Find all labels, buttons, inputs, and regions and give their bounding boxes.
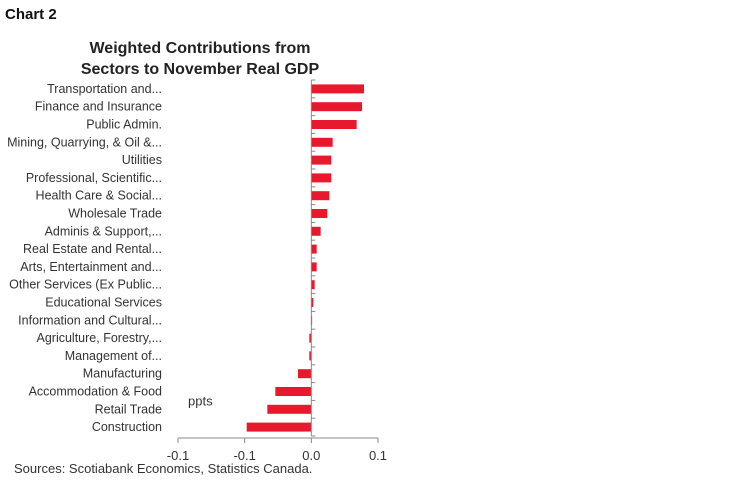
bar	[246, 422, 312, 432]
bar	[311, 191, 330, 201]
x-tick-label: -0.1	[167, 448, 189, 463]
bar	[298, 369, 312, 379]
category-label: Public Admin.	[86, 118, 162, 132]
bar	[311, 120, 357, 129]
category-label: Construction	[92, 420, 162, 434]
bar	[311, 155, 332, 165]
category-label: Transportation and...	[47, 82, 162, 96]
bar	[309, 351, 312, 361]
source-note: Sources: Scotiabank Economics, Statistic…	[14, 461, 313, 476]
bar	[311, 173, 332, 183]
chart-title-line-1: Weighted Contributions from	[89, 40, 311, 57]
category-label: Management of...	[65, 349, 162, 363]
x-tick-label: -0.1	[233, 448, 255, 463]
chart-title: Weighted Contributions from Sectors to N…	[40, 38, 360, 80]
bar	[309, 333, 312, 343]
unit-label: ppts	[188, 394, 213, 409]
bar	[311, 137, 333, 147]
bar	[311, 280, 315, 290]
bar	[275, 387, 312, 396]
category-label: Accommodation & Food	[29, 385, 162, 399]
chart-label: Chart 2	[5, 6, 57, 23]
category-label: Educational Services	[45, 296, 162, 310]
bar	[311, 226, 321, 236]
bar	[311, 209, 328, 218]
category-label: Manufacturing	[83, 367, 162, 381]
category-label: Utilities	[122, 153, 162, 167]
category-label: Arts, Entertainment and...	[20, 260, 162, 274]
bar	[311, 84, 364, 94]
category-label: Professional, Scientific...	[26, 171, 162, 185]
category-label: Mining, Quarrying, & Oil &...	[7, 135, 162, 149]
x-tick-label: 0.0	[302, 448, 320, 463]
bar	[311, 102, 362, 112]
category-label: Finance and Insurance	[35, 100, 162, 114]
category-label: Health Care & Social...	[36, 189, 162, 203]
bar	[311, 262, 317, 272]
chart-title-line-2: Sectors to November Real GDP	[80, 61, 320, 78]
bar	[267, 404, 312, 414]
x-tick-label: 0.1	[369, 448, 387, 463]
category-label: Adminis & Support,...	[45, 224, 162, 238]
category-label: Retail Trade	[95, 402, 162, 416]
bar	[311, 298, 314, 307]
category-label: Wholesale Trade	[68, 207, 162, 221]
category-label: Other Services (Ex Public...	[9, 278, 162, 292]
category-label: Real Estate and Rental...	[23, 242, 162, 256]
category-label: Information and Cultural...	[18, 313, 162, 327]
bar	[311, 244, 317, 254]
category-label: Agriculture, Forestry,...	[37, 331, 163, 345]
